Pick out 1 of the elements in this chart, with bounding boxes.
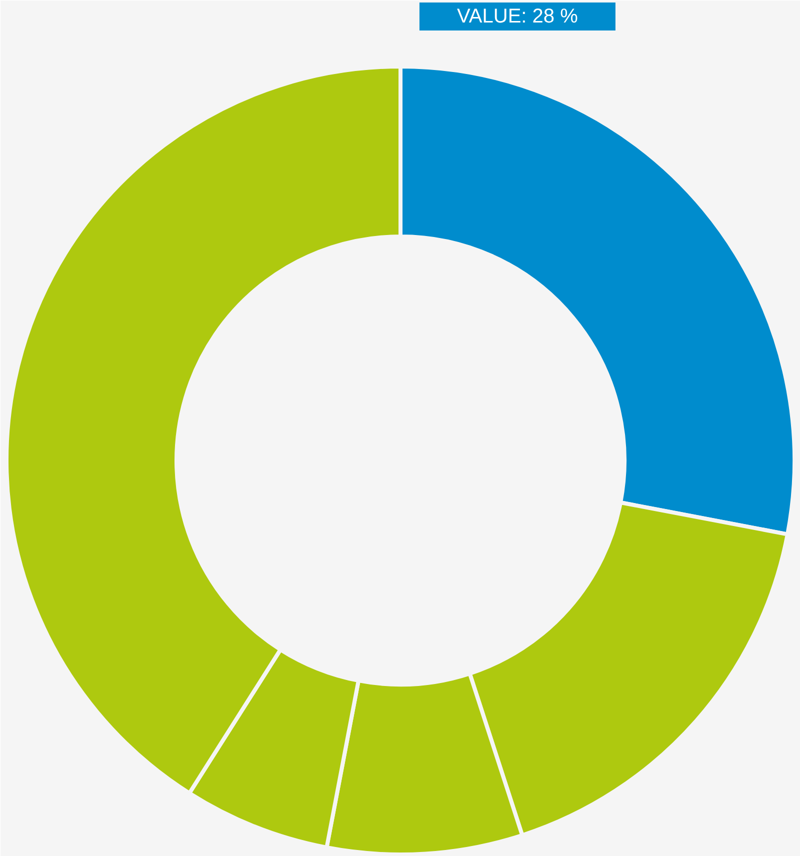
data-label: VALUE: 28 % — [457, 6, 578, 28]
